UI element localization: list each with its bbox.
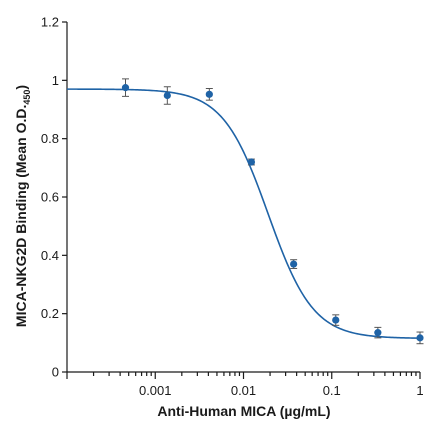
y-tick-label: 1.2 bbox=[41, 15, 59, 30]
y-tick-label: 0 bbox=[52, 365, 59, 380]
y-tick-label: 0.4 bbox=[41, 248, 59, 263]
x-ticks: 0.001 0.01 0.1 1 bbox=[66, 372, 424, 398]
y-tick-label: 0.2 bbox=[41, 306, 59, 321]
data-point bbox=[416, 334, 424, 342]
y-axis-title-subscript: 450 bbox=[22, 90, 32, 105]
x-tick-label: 0.1 bbox=[323, 383, 341, 398]
data-point bbox=[205, 90, 213, 98]
data-points bbox=[121, 78, 424, 345]
data-point bbox=[121, 84, 130, 92]
y-tick-label: 1 bbox=[52, 73, 59, 88]
y-tick-label: 0.8 bbox=[41, 131, 59, 146]
data-point bbox=[163, 91, 171, 100]
axes bbox=[66, 22, 420, 373]
data-point bbox=[247, 158, 256, 166]
fit-curve bbox=[67, 88, 421, 339]
y-axis-title: MICA-NKG2D Binding (Mean O.D.450) bbox=[13, 85, 32, 327]
data-point bbox=[332, 316, 340, 324]
x-tick-label: 0.01 bbox=[231, 383, 256, 398]
data-point bbox=[290, 260, 298, 268]
x-tick-label: 1 bbox=[416, 383, 423, 398]
y-ticks: 0 0.2 0.4 0.6 0.8 1 1.2 bbox=[41, 15, 67, 380]
x-tick-label: 0.001 bbox=[139, 383, 172, 398]
x-axis-title: Anti-Human MICA (µg/mL) bbox=[157, 403, 330, 419]
y-axis-title-close: ) bbox=[13, 85, 29, 90]
y-tick-label: 0.6 bbox=[41, 190, 59, 205]
data-point bbox=[374, 329, 382, 337]
y-axis-title-main: MICA-NKG2D Binding (Mean O.D. bbox=[13, 105, 29, 327]
